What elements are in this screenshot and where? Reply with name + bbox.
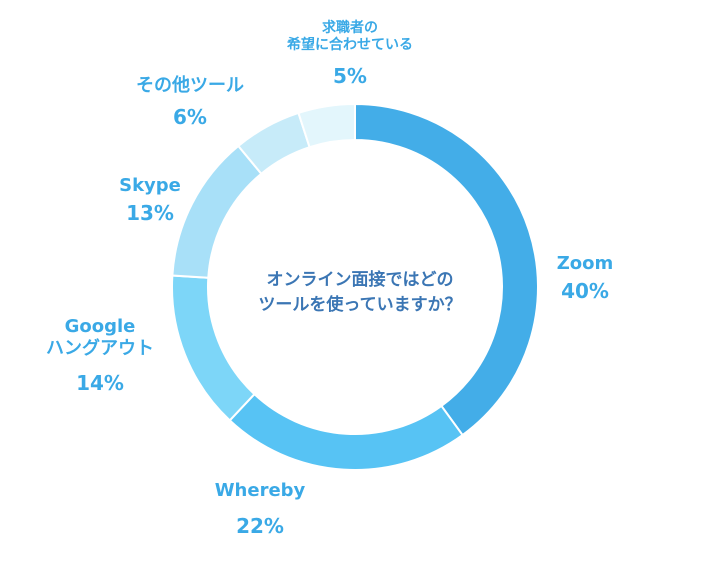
slice-name-other-tools: その他ツール [136,75,244,96]
slice-value-whereby: 22% [236,513,284,538]
slice-label-google-hangouts: Google ハングアウト 14% [30,316,170,395]
slice-name-whereby: Whereby [214,480,306,501]
slice-value-other-tools: 6% [173,104,207,129]
donut-slice-5 [297,102,356,149]
donut-slice-1 [228,392,464,471]
chart-title-line-2: ツールを使っていますか？ [258,294,462,315]
slice-label-whereby: Whereby 22% [200,480,320,538]
slice-name-zoom: Zoom [556,253,614,274]
slice-label-candidate-preference: 求職者の 希望に合わせている 5% [270,20,430,88]
slice-name-candidate-line-2: 希望に合わせている [287,36,413,53]
slice-label-zoom: Zoom 40% [545,253,625,303]
chart-title-line-1: オンライン面接ではどの [266,270,454,290]
slice-value-candidate-preference: 5% [333,63,367,88]
chart-title: オンライン面接ではどの ツールを使っていますか？ [215,268,505,317]
slice-label-other-tools: その他ツール 6% [120,75,260,129]
slice-name-google-line-2: ハングアウト [46,337,154,359]
slice-name-skype: Skype [119,175,181,196]
slice-label-skype: Skype 13% [100,175,200,225]
slice-value-zoom: 40% [561,278,609,303]
slice-name-google-line-1: Google [64,316,136,337]
slice-name-candidate-line-1: 求職者の [322,20,378,36]
slice-value-skype: 13% [126,200,174,225]
slice-value-google-hangouts: 14% [76,371,124,396]
